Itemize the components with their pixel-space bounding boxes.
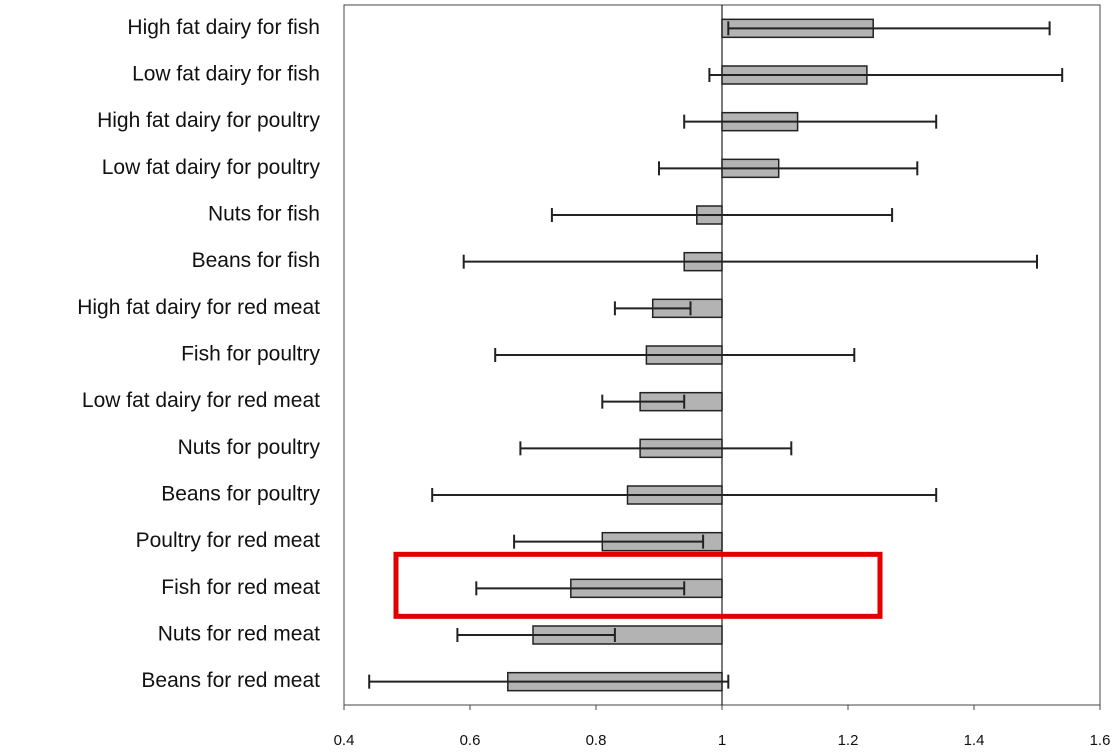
highlight-box <box>393 551 883 619</box>
y-tick-label: Nuts for poultry <box>178 436 321 459</box>
y-tick-label: Beans for fish <box>192 249 320 272</box>
x-tick-label: 0.8 <box>586 732 607 749</box>
y-tick-label: Low fat dairy for red meat <box>82 389 320 412</box>
y-tick-label: Low fat dairy for poultry <box>102 156 321 179</box>
x-tick-label: 0.6 <box>460 732 481 749</box>
y-tick-label: High fat dairy for fish <box>127 16 320 39</box>
y-tick-label: High fat dairy for red meat <box>77 296 320 319</box>
y-tick-label: Fish for poultry <box>181 343 320 366</box>
y-tick-label: Poultry for red meat <box>136 529 321 552</box>
x-tick-label: 1.4 <box>964 732 985 749</box>
y-tick-label: Beans for poultry <box>161 483 320 506</box>
y-tick-label: Beans for red meat <box>141 669 320 692</box>
x-tick-label: 1.6 <box>1090 732 1111 749</box>
y-tick-label: Fish for red meat <box>161 576 320 599</box>
x-tick-label: 0.4 <box>334 732 355 749</box>
y-tick-label: Nuts for fish <box>208 203 320 226</box>
x-tick-label: 1.2 <box>838 732 859 749</box>
y-tick-label: High fat dairy for poultry <box>97 109 320 132</box>
y-tick-label: Nuts for red meat <box>158 623 320 646</box>
x-tick-label: 1 <box>718 732 726 749</box>
y-tick-label: Low fat dairy for fish <box>132 63 320 86</box>
